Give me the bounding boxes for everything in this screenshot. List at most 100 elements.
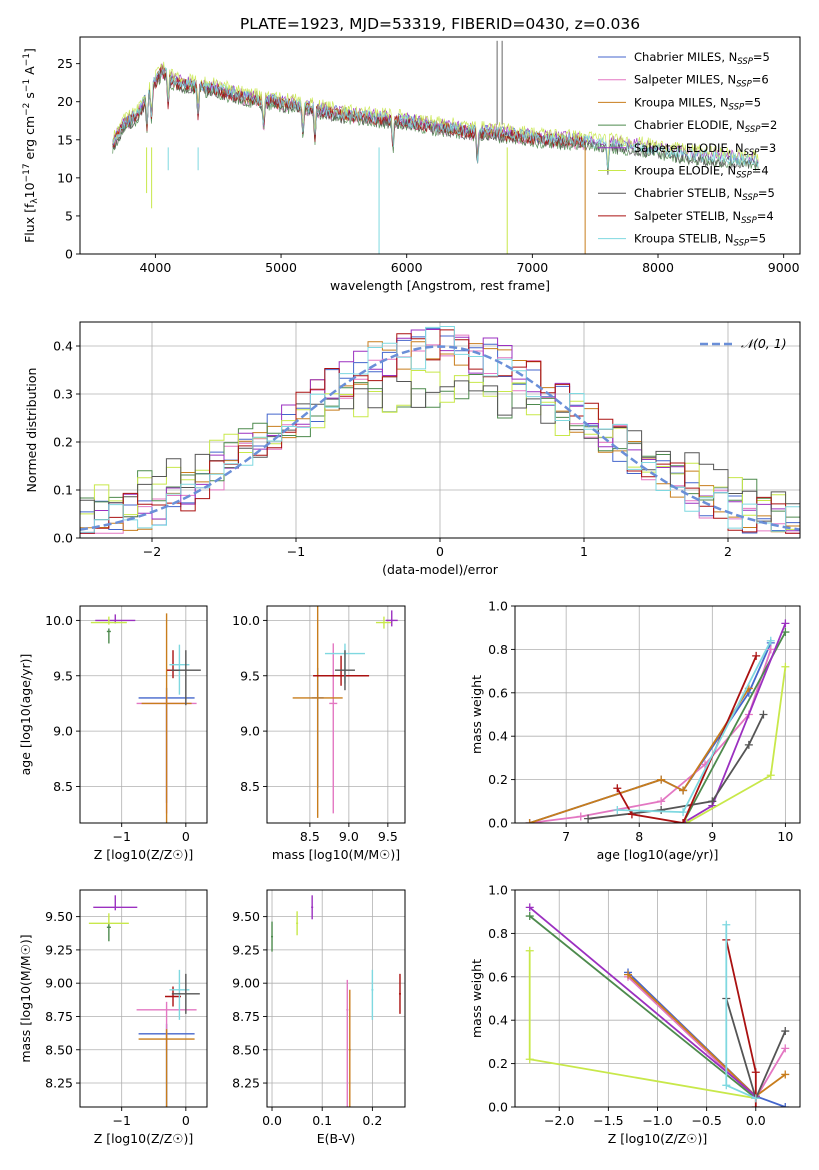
y-axis-label: mass [log10(M/M☉)] [18, 934, 33, 1062]
legend-label: Salpeter MILES, NSSP=6 [634, 73, 769, 90]
plot-area-mass-vs-EBV [271, 895, 401, 1107]
y-tick-label: 25 [57, 56, 73, 71]
x-tick-label: 7000 [516, 260, 548, 275]
x-tick-label: 1 [580, 544, 588, 559]
y-tick-label: 8.5 [240, 779, 260, 794]
mass-weight-marker [525, 1055, 534, 1064]
mass-weight-marker [781, 1070, 790, 1079]
y-tick-label: 9.0 [240, 724, 260, 739]
y-tick-label: 10.0 [45, 613, 73, 628]
mass-weight-marker [751, 1068, 760, 1077]
y-tick-label: 9.25 [45, 942, 73, 957]
y-tick-label: 9.5 [240, 668, 260, 683]
y-tick-label: 5 [65, 208, 73, 223]
x-tick-label: −2.0 [544, 1113, 574, 1128]
y-tick-label: 15 [57, 132, 73, 147]
legend-label: Kroupa ELODIE, NSSP=4 [634, 164, 769, 181]
mass-weight-marker [708, 797, 717, 806]
mass-weight-marker [525, 912, 534, 921]
mass-weight-marker [613, 805, 622, 814]
y-tick-label: 0.0 [488, 1100, 508, 1115]
x-tick-label: 8 [635, 829, 643, 844]
y-tick-label: 0.8 [488, 642, 508, 657]
y-axis-label: mass weight [469, 959, 484, 1038]
x-axis-label: mass [log10(M/M☉)] [272, 847, 400, 862]
y-axis-label: age [log10(age/yr)] [18, 654, 33, 776]
x-tick-label: 8000 [642, 260, 674, 275]
mass-weight-series-line [529, 906, 757, 1097]
y-tick-label: 9.0 [53, 724, 73, 739]
mass-weight-marker [657, 775, 666, 784]
mass-weight-marker [679, 808, 688, 817]
x-tick-label: 2 [724, 544, 732, 559]
panel-spectrum: 4000 5000 6000 7000 8000 9000 0 5 10 15 20 25 wavele… [22, 36, 801, 293]
x-axis-label: wavelength [Angstrom, rest frame] [330, 278, 550, 293]
plot-area-age-vs-Z [90, 613, 201, 823]
x-axis-label: Z [log10(Z/Z☉)] [608, 1131, 708, 1146]
panel-age-vs-mass: 8.5 9.0 9.5 8.5 9.0 9.5 10.0 mass [log10(M/M☉)] [232, 605, 406, 862]
x-tick-label: 9.0 [339, 829, 359, 844]
mass-weight-marker [744, 740, 753, 749]
y-tick-label: 10.0 [232, 613, 260, 628]
panel-residuals: −2 −1 0 1 2 0.0 0.1 0.2 0.3 0.4 𝒩(0, 1) (data-model… [24, 321, 801, 577]
x-tick-label: 0 [436, 544, 444, 559]
y-axis-label: mass weight [469, 675, 484, 754]
x-tick-label: 5000 [265, 260, 297, 275]
mass-weight-marker [722, 920, 731, 929]
plot-area-residuals [80, 326, 800, 534]
mass-weight-marker [752, 651, 761, 660]
axes-frame [266, 605, 406, 824]
y-tick-label: 0.4 [53, 339, 73, 354]
x-tick-label: 8.5 [300, 829, 320, 844]
y-tick-label: 20 [57, 94, 73, 109]
mass-weight-marker [781, 662, 790, 671]
y-tick-label: 8.75 [232, 1009, 260, 1024]
mass-weight-series-line [529, 688, 750, 823]
mass-weight-marker [751, 1103, 760, 1107]
panel-mass-vs-Z: −1 0 8.25 8.50 8.75 9.00 9.25 9.50 Z [log10(Z/Z☉… [18, 889, 208, 1146]
y-tick-label: 0.0 [488, 816, 508, 831]
figure-title: PLATE=1923, MJD=53319, FIBERID=0430, z=0… [240, 15, 640, 33]
y-tick-label: 0.6 [488, 685, 508, 700]
x-tick-label: 0.0 [262, 1113, 282, 1128]
x-tick-label: −1 [112, 1113, 130, 1128]
y-tick-label: 0.6 [488, 969, 508, 984]
mass-weight-marker [624, 970, 633, 979]
y-tick-label: 9.50 [45, 909, 73, 924]
axes-frame [79, 36, 801, 255]
panel-age-vs-Z: −1 0 8.5 9.0 9.5 10.0 Z [log10(Z/Z☉)] age [log1… [18, 605, 208, 862]
y-tick-label: 1.0 [488, 599, 508, 614]
axes-frame [79, 889, 208, 1108]
axes-frame [514, 605, 801, 824]
panel-mass-vs-EBV: 0.0 0.1 0.2 8.25 8.50 8.75 9.00 9.25 9.50 E(B-V) [232, 889, 406, 1146]
mass-weight-marker [657, 805, 666, 814]
x-axis-label: Z [log10(Z/Z☉)] [94, 1131, 194, 1146]
axes-frame [79, 321, 801, 539]
mass-weight-marker [766, 636, 775, 645]
x-tick-label: 10 [777, 829, 793, 844]
y-tick-label: 8.25 [45, 1076, 73, 1091]
mass-weight-marker [525, 946, 534, 955]
mass-weight-marker [613, 784, 622, 793]
x-axis-label: Z [log10(Z/Z☉)] [94, 847, 194, 862]
mass-weight-marker [657, 797, 666, 806]
x-tick-label: −1.0 [642, 1113, 672, 1128]
axes-frame [79, 605, 208, 824]
x-tick-label: 6000 [391, 260, 423, 275]
y-tick-label: 0.2 [488, 1056, 508, 1071]
y-tick-label: 0.2 [53, 435, 73, 450]
x-tick-label: 0.2 [362, 1113, 382, 1128]
spectrum-series-line [112, 66, 586, 157]
mass-weight-marker [781, 1044, 790, 1053]
mass-weight-marker [766, 645, 775, 654]
y-axis-label: Flux [fλ10−17 erg cm−2 s−1 A−1] [22, 48, 40, 243]
legend-label: Salpeter STELIB, NSSP=4 [634, 209, 774, 226]
mass-weight-series-line [528, 950, 756, 1100]
x-axis-label: (data-model)/error [382, 562, 499, 577]
panel-mass-weight-vs-Z: −2.0 −1.5 −1.0 −0.5 0.0 0.0 0.2 0.4 0.6 0.8 1.0 Z [… [469, 883, 801, 1146]
histogram-series [80, 334, 800, 534]
mass-weight-marker [781, 619, 790, 628]
x-tick-label: 9.5 [378, 829, 398, 844]
y-axis-label: Normed distribution [24, 368, 39, 493]
